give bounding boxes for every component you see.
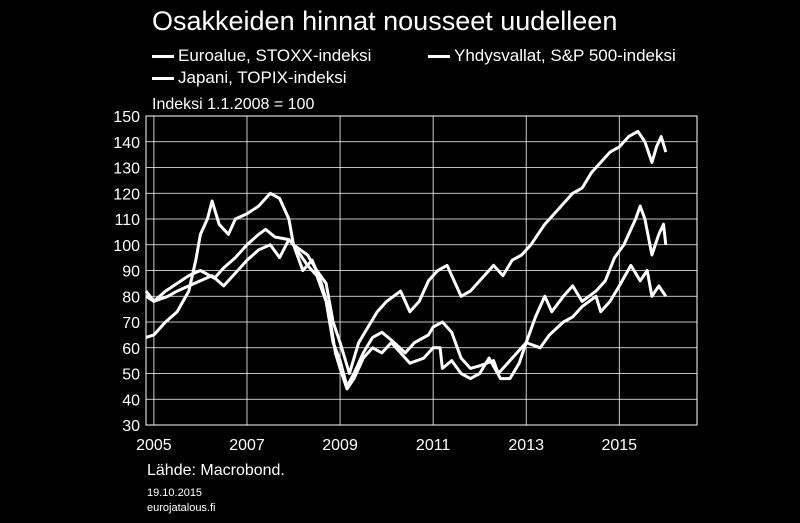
y-tick-label: 30	[122, 418, 140, 435]
x-tick-label: 2009	[322, 437, 358, 454]
chart-grid	[146, 116, 697, 425]
legend-line-swatch	[152, 54, 174, 58]
y-tick-label: 80	[122, 289, 140, 306]
date-stamp: 19.10.2015	[147, 487, 203, 499]
plot-frame	[145, 115, 698, 426]
x-tick-label: 2013	[508, 437, 544, 454]
x-tick-label: 2011	[416, 437, 451, 454]
legend-label-sp500: Yhdysvallat, S&P 500-indeksi	[454, 46, 676, 65]
y-tick-label: 110	[114, 212, 140, 229]
y-tick-label: 120	[113, 186, 140, 203]
y-tick-label: 90	[122, 264, 140, 281]
series-line-stoxx	[145, 227, 668, 388]
legend-item-sp500: Yhdysvallat, S&P 500-indeksi	[428, 46, 676, 66]
legend-item-topix: Japani, TOPIX-indeksi	[152, 68, 347, 88]
y-tick-label: 60	[122, 341, 140, 358]
legend-item-stoxx: Euroalue, STOXX-indeksi	[152, 46, 371, 66]
chart-subtitle: Indeksi 1.1.2008 = 100	[152, 96, 315, 113]
x-tick-label: 2005	[136, 437, 172, 454]
y-tick-label: 100	[113, 238, 140, 255]
series-line-sp500	[144, 129, 668, 375]
series-line-topix	[145, 191, 668, 391]
y-tick-label: 130	[113, 161, 140, 178]
legend-line-swatch	[428, 54, 450, 58]
y-tick-label: 150	[113, 109, 140, 126]
x-tick-label: 2015	[601, 437, 637, 454]
site-name: eurojatalous.fi	[147, 502, 216, 514]
x-axis: 2005 2007 2009 2011 2013 2015	[136, 437, 637, 454]
y-tick-label: 40	[122, 392, 140, 409]
source-note: Lähde: Macrobond.	[147, 462, 285, 479]
chart-title: Osakkeiden hinnat nousseet uudelleen	[152, 6, 618, 36]
series-lines	[144, 129, 668, 391]
legend-line-swatch	[152, 76, 174, 80]
x-tick-label: 2007	[229, 437, 265, 454]
y-tick-label: 140	[113, 135, 140, 152]
legend-label-topix: Japani, TOPIX-indeksi	[178, 68, 347, 87]
y-axis: 30 40 50 60 70 80 90 100 110 120 130 140 150	[113, 109, 140, 435]
y-tick-label: 50	[122, 367, 140, 384]
y-tick-label: 70	[122, 315, 140, 332]
legend-label-stoxx: Euroalue, STOXX-indeksi	[178, 46, 372, 65]
